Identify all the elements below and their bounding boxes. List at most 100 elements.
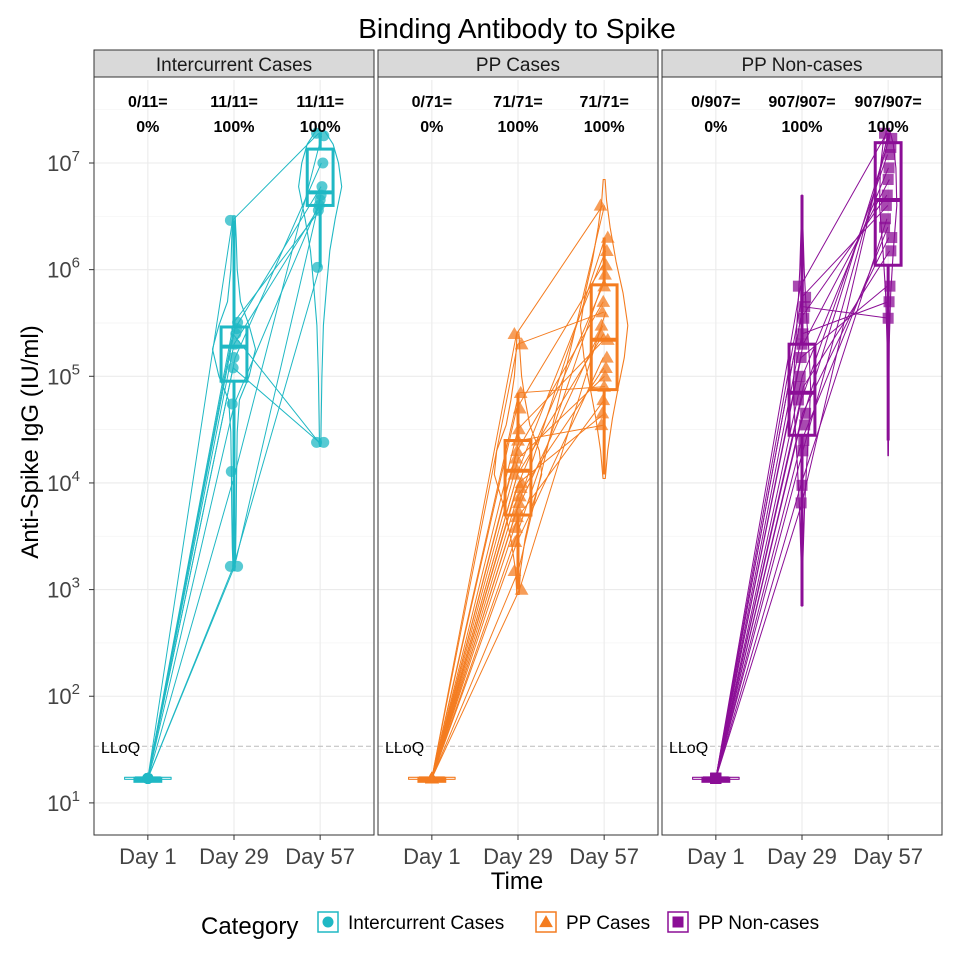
facet-label: PP Cases [476, 55, 560, 76]
data-point [511, 503, 525, 516]
data-point [228, 352, 240, 364]
facet-label: Intercurrent Cases [156, 55, 312, 76]
data-point [794, 370, 806, 382]
x-axis-title: Time [491, 868, 543, 895]
data-point [510, 510, 524, 523]
data-point [594, 418, 609, 431]
data-point [227, 362, 239, 374]
data-point [317, 157, 329, 169]
y-axis: 101 102 103 104 105 106 107 [47, 148, 94, 816]
data-point [597, 379, 612, 392]
data-point [886, 132, 898, 144]
data-point [507, 563, 522, 576]
data-point [512, 496, 526, 509]
data-point [882, 174, 894, 186]
data-point [508, 460, 523, 473]
y-tick-label: 106 [47, 255, 80, 283]
data-point [796, 479, 808, 491]
x-tick-label: Day 57 [853, 844, 923, 869]
response-percent: 100% [868, 119, 909, 136]
x-tick-label: Day 1 [687, 844, 744, 869]
chart-title: Binding Antibody to Spike [358, 13, 676, 44]
legend-title: Category [201, 913, 298, 940]
x-tick-label: Day 1 [403, 844, 460, 869]
data-point [600, 332, 615, 345]
data-point [882, 312, 894, 324]
data-point [322, 916, 334, 928]
x-tick-label: Day 29 [483, 844, 553, 869]
response-percent: 0% [704, 119, 727, 136]
data-point [513, 385, 528, 398]
data-point [232, 560, 244, 572]
data-point [316, 181, 328, 193]
data-point [800, 291, 812, 303]
data-point [797, 445, 809, 457]
violin [579, 178, 629, 480]
response-count: 0/11= [128, 94, 168, 111]
x-tick-label: Day 57 [569, 844, 639, 869]
response-percent: 100% [300, 119, 341, 136]
data-point [596, 294, 611, 307]
data-point [599, 360, 613, 374]
data-point [318, 130, 330, 142]
data-point [595, 305, 610, 318]
data-point [509, 520, 524, 533]
data-point [512, 422, 526, 435]
response-percent: 0% [136, 119, 159, 136]
data-point [598, 369, 612, 382]
response-percent: 100% [214, 119, 255, 136]
data-point [879, 127, 891, 139]
data-point [539, 915, 553, 928]
legend-label: PP Non-cases [698, 913, 819, 934]
data-point [593, 326, 608, 340]
y-tick-label: 103 [47, 575, 80, 603]
y-tick-label: 107 [47, 148, 80, 176]
data-point [885, 141, 897, 153]
data-point [512, 489, 527, 502]
y-tick-label: 104 [47, 468, 80, 496]
data-point [511, 433, 525, 446]
lloq-label: LLoQ [101, 740, 140, 757]
y-axis-title: Anti-Spike IgG (IU/ml) [17, 325, 44, 558]
data-point [884, 280, 896, 292]
data-point [795, 497, 807, 509]
data-point [224, 214, 236, 226]
panels-layer: LLoQ 0/11= 0% 11/11= 100% 11/11= 100% Intercurr… [93, 49, 943, 869]
data-point [596, 393, 611, 406]
data-point [672, 916, 684, 928]
response-percent: 100% [782, 119, 823, 136]
data-point [510, 443, 524, 456]
data-point [883, 296, 895, 308]
data-point [226, 398, 238, 410]
legend-label: Intercurrent Cases [348, 913, 504, 934]
data-point [879, 221, 891, 233]
y-tick-label: 101 [47, 788, 80, 816]
data-point [595, 406, 610, 419]
legend: Category Intercurrent Cases PP Cases PP Non… [201, 911, 819, 940]
data-point [599, 350, 614, 363]
x-tick-label: Day 29 [199, 844, 269, 869]
x-tick-label: Day 1 [119, 844, 176, 869]
panel-pp-non-cases: LLoQ 0/907= 0% 907/907= 100% 907/907= 100% PP N… [661, 49, 943, 869]
data-point [508, 535, 523, 548]
legend-label: PP Cases [566, 913, 650, 934]
lloq-label: LLoQ [669, 740, 708, 757]
data-point [514, 582, 529, 595]
data-point [886, 232, 898, 244]
data-point [594, 318, 609, 331]
panel-pp-cases: LLoQ 0/71= 0% 71/71= 100% 71/71= 100% PP Cases D… [377, 49, 659, 869]
data-point [318, 436, 330, 448]
data-point [797, 328, 809, 340]
data-point [230, 328, 242, 340]
data-point [798, 312, 810, 324]
response-percent: 100% [498, 119, 539, 136]
data-point [311, 261, 323, 273]
facet-label: PP Non-cases [741, 55, 862, 76]
facet-strip [661, 49, 943, 78]
data-point [881, 189, 893, 201]
data-point [795, 352, 807, 364]
response-percent: 100% [584, 119, 625, 136]
facet-strip [377, 49, 659, 78]
response-count: 0/71= [412, 94, 452, 111]
